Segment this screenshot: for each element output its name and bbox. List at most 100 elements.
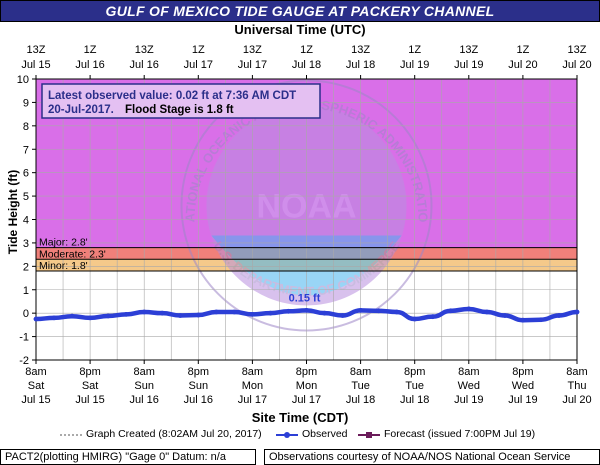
- bottom-tick-label-time: 8am: [566, 366, 587, 378]
- bottom-tick-label-date: Jul 17: [292, 394, 321, 406]
- series-point: [51, 315, 57, 321]
- series-point: [123, 311, 129, 317]
- y-tick-label: 5: [23, 191, 29, 203]
- legend: Graph Created (8:02AM Jul 20, 2017) Obse…: [0, 428, 600, 442]
- series-point: [448, 308, 454, 314]
- bottom-tick-label-date: Jul 15: [75, 394, 104, 406]
- bottom-tick-label-time: 8pm: [188, 366, 209, 378]
- top-tick-label-date: Jul 16: [130, 59, 159, 71]
- series-point: [195, 312, 201, 318]
- y-tick-label: 1: [23, 285, 29, 297]
- series-point: [502, 313, 508, 318]
- series-point: [105, 313, 111, 319]
- bottom-tick-label-day: Thu: [568, 380, 587, 392]
- y-tick-label: 7: [23, 144, 29, 156]
- top-tick-label-time: 13Z: [243, 44, 262, 56]
- series-point: [250, 311, 255, 317]
- y-tick-label: 4: [23, 215, 29, 227]
- series-point: [87, 315, 93, 321]
- y-tick-label: 0: [23, 308, 29, 320]
- series-point: [412, 316, 418, 322]
- top-tick-label-date: Jul 17: [238, 59, 267, 71]
- series-point: [574, 309, 580, 315]
- series-point: [159, 310, 165, 316]
- bottom-tick-label-day: Sat: [28, 380, 45, 392]
- chart-title-bar: GULF OF MEXICO TIDE GAUGE AT PACKERY CHA…: [0, 0, 600, 22]
- series-point: [376, 308, 382, 314]
- bottom-tick-label-date: Jul 19: [454, 394, 483, 406]
- bottom-tick-label-day: Sat: [82, 380, 99, 392]
- bottom-tick-label-day: Tue: [351, 380, 370, 392]
- top-tick-label-time: 13Z: [27, 44, 46, 56]
- info-line-2-flood: Flood Stage is 1.8 ft: [125, 104, 234, 116]
- top-tick-label-date: Jul 18: [292, 59, 321, 71]
- bottom-tick-label-date: Jul 18: [400, 394, 429, 406]
- top-tick-label-date: Jul 15: [21, 59, 50, 71]
- y-tick-label: 9: [23, 97, 29, 109]
- bottom-tick-label-date: Jul 16: [130, 394, 159, 406]
- y-tick-label: 2: [23, 261, 29, 273]
- top-axis-title: Universal Time (UTC): [234, 22, 366, 37]
- band-label-minor: Minor: 1.8': [39, 260, 88, 272]
- band-label-moderate: Moderate: 2.3': [39, 248, 106, 260]
- bottom-tick-label-time: 8am: [133, 366, 154, 378]
- top-tick-label-time: 13Z: [459, 44, 478, 56]
- bottom-tick-label-date: Jul 20: [562, 394, 591, 406]
- legend-forecast-text: Forecast (issued 7:00PM Jul 19): [384, 428, 536, 440]
- bottom-tick-label-day: Mon: [296, 380, 317, 392]
- top-tick-label-date: Jul 19: [454, 59, 483, 71]
- bottom-tick-label-day: Wed: [458, 380, 480, 392]
- series-point: [33, 316, 39, 322]
- bottom-tick-label-day: Mon: [242, 380, 263, 392]
- bottom-tick-label-day: Tue: [405, 380, 424, 392]
- series-point: [304, 307, 309, 313]
- legend-created-text: Graph Created (8:02AM Jul 20, 2017): [86, 428, 262, 440]
- series-point: [177, 313, 183, 318]
- bottom-tick-label-date: Jul 15: [21, 394, 50, 406]
- y-tick-label: 10: [17, 74, 29, 86]
- bottom-tick-label-time: 8am: [242, 366, 263, 378]
- top-tick-label-date: Jul 16: [75, 59, 104, 71]
- top-tick-label-date: Jul 19: [400, 59, 429, 71]
- footer-datum: PACT2(plotting HMIRG) "Gage 0" Datum: n/…: [0, 449, 256, 465]
- legend-observed-dot: [284, 432, 290, 438]
- y-tick-label: -1: [19, 332, 29, 344]
- bottom-tick-label-day: Wed: [512, 380, 534, 392]
- bottom-axis-title: Site Time (CDT): [251, 410, 349, 425]
- series-point: [286, 308, 291, 314]
- footer-credit: Observations courtesy of NOAA/NOS Nation…: [264, 449, 600, 465]
- top-tick-label-date: Jul 18: [346, 59, 375, 71]
- bottom-tick-label-time: 8pm: [296, 366, 317, 378]
- series-point: [358, 307, 363, 313]
- y-tick-label: 6: [23, 168, 29, 180]
- bottom-tick-label-date: Jul 19: [508, 394, 537, 406]
- bottom-tick-label-time: 8pm: [404, 366, 425, 378]
- bottom-tick-label-time: 8am: [350, 366, 371, 378]
- series-point: [141, 309, 147, 315]
- top-tick-label-date: Jul 17: [184, 59, 213, 71]
- info-line-2-date: 20-Jul-2017.: [48, 104, 114, 116]
- peak-annotation: 0.15 ft: [289, 293, 321, 305]
- series-point: [394, 309, 400, 315]
- top-tick-label-time: 1Z: [84, 44, 97, 56]
- series-point: [466, 306, 472, 312]
- top-tick-label-time: 1Z: [300, 44, 313, 56]
- top-tick-label-date: Jul 20: [562, 59, 591, 71]
- series-point: [484, 309, 490, 315]
- top-tick-label-time: 13Z: [568, 44, 587, 56]
- series-point: [556, 313, 562, 318]
- legend-forecast-marker: [366, 432, 372, 438]
- series-point: [322, 310, 327, 316]
- series-point: [231, 309, 237, 315]
- bottom-tick-label-time: 8pm: [79, 366, 100, 378]
- series-point: [538, 317, 544, 323]
- bottom-tick-label-date: Jul 16: [184, 394, 213, 406]
- series-point: [213, 309, 219, 315]
- bottom-tick-label-time: 8am: [458, 366, 479, 378]
- info-line-1: Latest observed value: 0.02 ft at 7:36 A…: [48, 90, 296, 102]
- top-tick-label-time: 13Z: [135, 44, 154, 56]
- bottom-tick-label-day: Sun: [134, 380, 154, 392]
- top-tick-label-time: 13Z: [351, 44, 370, 56]
- info-box: [41, 83, 321, 119]
